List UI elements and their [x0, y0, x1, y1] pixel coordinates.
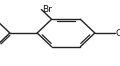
Text: Br: Br — [42, 5, 52, 14]
Text: Cl: Cl — [116, 29, 120, 37]
